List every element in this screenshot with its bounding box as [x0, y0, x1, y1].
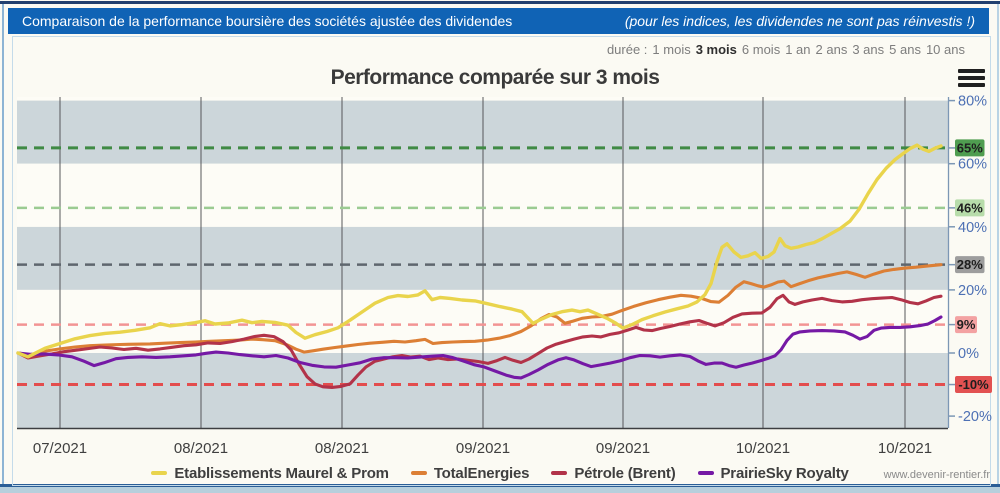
series-line-0 [16, 143, 943, 359]
duration-option-1-an[interactable]: 1 an [785, 42, 811, 57]
value-badge-28% [955, 256, 985, 274]
duration-option-3-ans[interactable]: 3 ans [852, 42, 885, 57]
duration-option-3-mois[interactable]: 3 mois [695, 42, 737, 57]
watermark-link[interactable]: www.devenir-rentier.fr [883, 469, 990, 481]
duration-label: durée : [606, 42, 648, 57]
y-tick-label: 80% [958, 94, 987, 110]
duration-option-6-mois[interactable]: 6 mois [741, 42, 781, 57]
hamburger-icon[interactable] [958, 69, 985, 90]
legend-item-3[interactable]: PrairieSky Royalty [697, 464, 849, 482]
value-badge-65% [955, 139, 985, 157]
chart-title: Performance comparée sur 3 mois [330, 66, 660, 89]
page-top-border [0, 1, 1000, 4]
y-tick-label: 40% [958, 220, 987, 236]
legend-swatch [551, 471, 568, 475]
page-right-border [997, 4, 999, 486]
hamburger-bar [958, 69, 985, 73]
value-badge-label: 65% [957, 140, 983, 155]
legend-swatch [697, 471, 714, 475]
duration-option-10-ans[interactable]: 10 ans [925, 42, 965, 57]
y-tick-label: 60% [958, 157, 987, 173]
x-tick-label: 07/2021 [33, 440, 87, 457]
chart-legend: Etablissements Maurel & Prom TotalEnergie… [0, 461, 1000, 485]
legend-label: PrairieSky Royalty [720, 464, 849, 482]
legend-item-1[interactable]: TotalEnergies [410, 464, 530, 482]
hamburger-bar [958, 76, 985, 80]
duration-option-2-ans[interactable]: 2 ans [815, 42, 848, 57]
legend-swatch [151, 471, 168, 475]
x-tick-label: 10/2021 [878, 440, 932, 457]
legend-swatch [410, 471, 427, 475]
x-tick-label: 08/2021 [174, 440, 228, 457]
y-tick-label: 20% [958, 283, 987, 299]
legend-label: TotalEnergies [433, 464, 530, 482]
hamburger-bar [958, 83, 985, 87]
value-badge--10% [955, 376, 992, 394]
value-badge-9% [955, 316, 977, 334]
page-bottom-margin [0, 487, 1000, 493]
header-note: (pour les indices, les dividendes ne son… [624, 13, 975, 29]
page-left-border [2, 4, 4, 486]
series-line-2 [16, 293, 943, 389]
duration-option-1-mois[interactable]: 1 mois [652, 42, 691, 57]
legend-label: Etablissements Maurel & Prom [174, 464, 389, 482]
value-badge-label: 9% [957, 317, 976, 332]
value-badge-label: 46% [957, 200, 983, 215]
x-tick-label: 08/2021 [315, 440, 369, 457]
series-line-3 [16, 315, 943, 380]
x-tick-label: 09/2021 [596, 440, 650, 457]
value-badge-label: 28% [957, 257, 983, 272]
value-badge-46% [955, 199, 985, 217]
x-tick-label: 09/2021 [456, 440, 510, 457]
legend-label: Pétrole (Brent) [574, 464, 676, 482]
legend-item-2[interactable]: Pétrole (Brent) [551, 464, 676, 482]
y-tick-label: -20% [958, 409, 992, 425]
value-badge-label: -10% [958, 377, 989, 392]
header-title: Comparaison de la performance boursière … [22, 13, 513, 29]
performance-chart: 80% 60% 40% 20% 0% -20% 65% 46% 28% 9% -10% 07/2021… [16, 94, 992, 457]
header-bar: Comparaison de la performance boursière … [8, 8, 989, 34]
x-tick-label: 10/2021 [736, 440, 790, 457]
duration-option-5-ans[interactable]: 5 ans [889, 42, 921, 57]
legend-item-0[interactable]: Etablissements Maurel & Prom [151, 464, 389, 482]
duration-selector: durée : 1 mois 3 mois 6 mois 1 an 2 ans 3 ans 5… [607, 42, 965, 57]
y-tick-label: 0% [958, 346, 979, 362]
